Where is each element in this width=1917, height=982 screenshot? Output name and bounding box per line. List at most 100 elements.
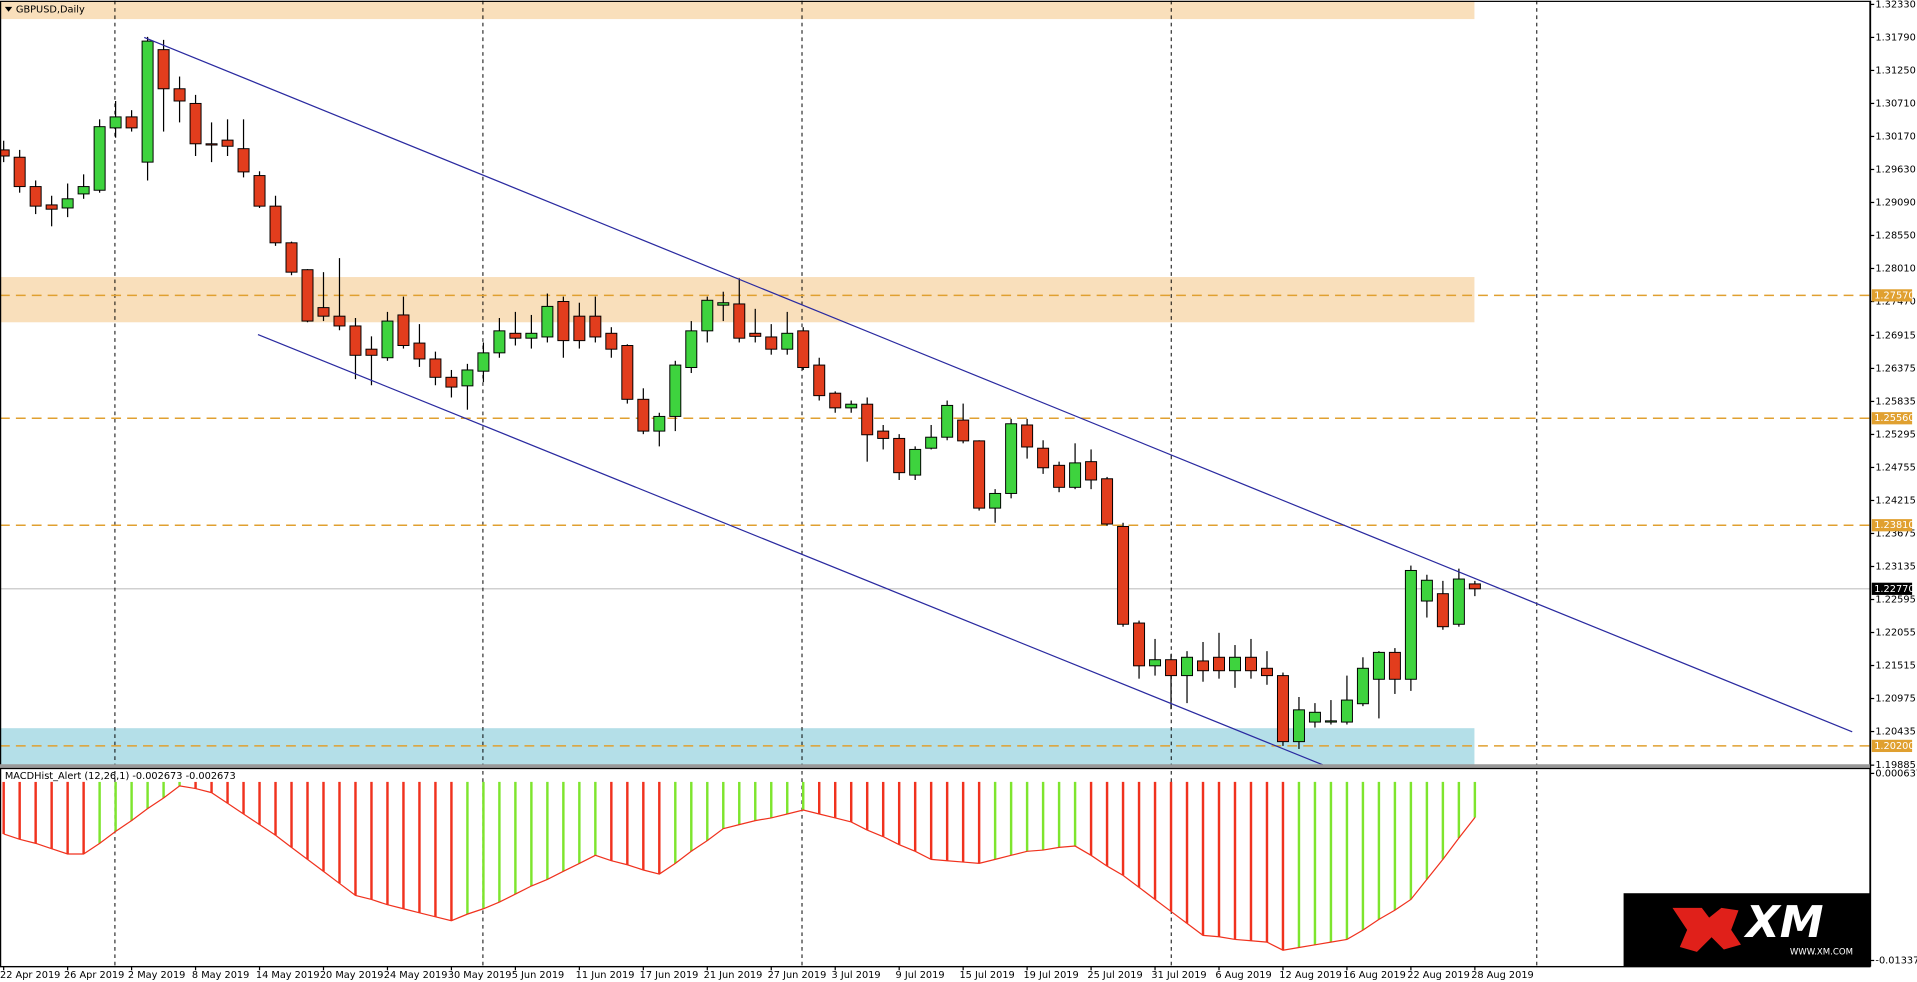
- y-tick-label: 1.27470: [1875, 297, 1915, 308]
- x-tick-label: 16 Aug 2019: [1343, 970, 1406, 981]
- y-tick-label: 1.31250: [1875, 65, 1915, 76]
- x-tick-label: 15 Jul 2019: [959, 970, 1014, 981]
- candle-body: [525, 332, 538, 339]
- level-tag: [1871, 289, 1913, 302]
- x-tick-label: 9 Jul 2019: [896, 970, 945, 981]
- x-tick-label: 2 May 2019: [128, 970, 185, 981]
- panel-divider: [0, 764, 1871, 769]
- current-price-tag: [1871, 582, 1913, 595]
- x-tick-label: 28 Aug 2019: [1471, 970, 1534, 981]
- candle-body: [1197, 660, 1210, 672]
- candle-body: [301, 269, 314, 322]
- candle-body: [61, 198, 74, 209]
- candle-body: [781, 332, 794, 350]
- candle-body: [973, 440, 986, 509]
- logo-brand: XM: [1743, 897, 1824, 948]
- candle-body: [1308, 711, 1321, 723]
- candle-body: [1372, 651, 1385, 680]
- y-tick-label: 1.25835: [1875, 396, 1915, 407]
- y-tick-label: 1.30710: [1875, 98, 1915, 109]
- y-tick-label: -0.013373: [1875, 955, 1917, 966]
- x-tick-label: 26 Apr 2019: [64, 970, 124, 981]
- candle-body: [93, 126, 106, 191]
- y-tick-label: 1.22595: [1875, 595, 1915, 606]
- y-tick-label: 1.25295: [1875, 429, 1915, 440]
- level-tag: [1871, 519, 1913, 532]
- y-tick-label: 1.31790: [1875, 32, 1915, 43]
- candle-body: [77, 186, 90, 195]
- y-tick-label: 1.26915: [1875, 330, 1915, 341]
- x-tick-label: 21 Jun 2019: [704, 970, 763, 981]
- candle-body: [637, 398, 650, 432]
- candle-body: [1181, 656, 1194, 677]
- x-tick-label: 31 Jul 2019: [1151, 970, 1206, 981]
- candle-body: [1213, 656, 1225, 672]
- y-tick-label: 1.20975: [1875, 694, 1915, 705]
- candle-body: [109, 116, 122, 129]
- channel-upper: [144, 36, 1853, 733]
- candle-body: [1053, 464, 1066, 488]
- candle-body: [653, 415, 666, 432]
- x-tick-label: 8 May 2019: [192, 970, 249, 981]
- candle-body: [349, 325, 362, 356]
- candle-body: [1021, 424, 1034, 448]
- y-tick-label: 1.30170: [1875, 131, 1915, 142]
- indicator-title: MACDHist_Alert (12,26,1) -0.002673 -0.00…: [5, 771, 236, 782]
- candle-body: [445, 376, 458, 388]
- level-tag: [1871, 412, 1913, 425]
- candle-body: [253, 175, 266, 207]
- candle-body: [941, 404, 954, 438]
- candle-body: [1340, 699, 1353, 723]
- x-tick-label: 30 May 2019: [448, 970, 512, 981]
- x-tick-label: 25 Jul 2019: [1087, 970, 1142, 981]
- x-tick-label: 27 Jun 2019: [768, 970, 827, 981]
- candle-body: [429, 358, 442, 378]
- candle-body: [1404, 569, 1417, 680]
- candle-body: [861, 403, 874, 436]
- candle-body: [1324, 720, 1337, 723]
- candle-body: [493, 330, 506, 354]
- candle-body: [877, 430, 890, 439]
- logo-background: [1623, 893, 1871, 967]
- candle-body: [1229, 656, 1241, 672]
- chart-title: GBPUSD,Daily: [16, 4, 85, 15]
- logo: XM WWW.XM.COM: [1623, 893, 1871, 967]
- candle-body: [381, 320, 394, 359]
- candle-body: [1133, 622, 1146, 667]
- candle-body: [125, 116, 138, 129]
- candle-body: [685, 330, 698, 369]
- level-label: 1.25560: [1874, 413, 1914, 424]
- y-tick-label: 1.28550: [1875, 230, 1915, 241]
- candle-body: [1149, 659, 1162, 667]
- y-tick-label: 1.29090: [1875, 197, 1915, 208]
- candle-body: [1388, 651, 1401, 680]
- candle-body: [1005, 423, 1018, 494]
- y-tick-label: 1.19885: [1875, 760, 1915, 771]
- candle-body: [269, 205, 282, 244]
- level-tag: [1871, 739, 1913, 753]
- candle-body: [1276, 675, 1289, 743]
- x-tick-label: 11 Jun 2019: [576, 970, 635, 981]
- candle-body: [157, 49, 170, 90]
- candle-body: [573, 315, 586, 342]
- candle-body: [669, 364, 682, 417]
- y-tick-label: 1.20435: [1875, 727, 1915, 738]
- logo-url: WWW.XM.COM: [1790, 947, 1853, 957]
- candle-body: [477, 352, 490, 372]
- candle-body: [829, 392, 842, 409]
- candle-body: [813, 364, 826, 397]
- candle-body: [925, 436, 938, 449]
- y-tick-label: 1.24755: [1875, 462, 1915, 473]
- candle-body: [557, 301, 570, 342]
- candle-body: [397, 314, 410, 347]
- candle-body: [1292, 709, 1305, 743]
- candle-body: [957, 419, 970, 442]
- candle-body: [733, 303, 746, 339]
- histogram-line: [3, 785, 1476, 951]
- x-tick-label: 3 Jul 2019: [832, 970, 881, 981]
- candle-body: [1069, 462, 1082, 488]
- candle-body: [1244, 656, 1257, 672]
